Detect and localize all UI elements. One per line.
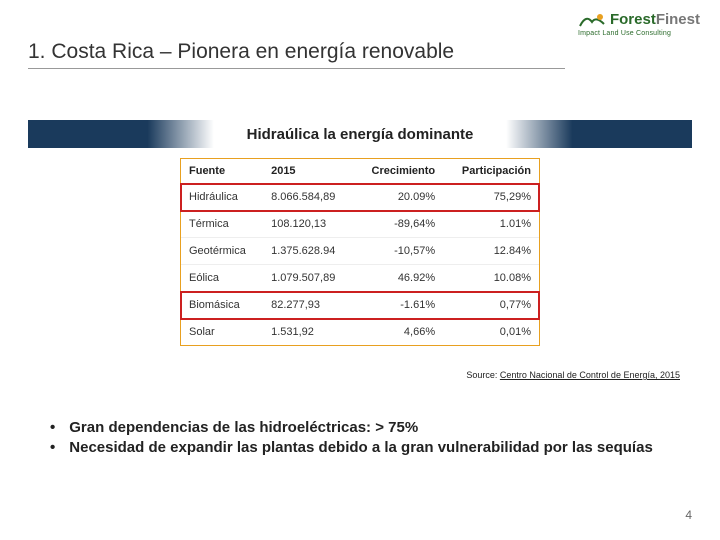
cell: 20.09% — [353, 184, 443, 211]
cell: 75,29% — [443, 184, 539, 211]
cell: 82.277,93 — [263, 292, 353, 319]
logo-icon — [578, 12, 606, 28]
cell: 8.066.584,89 — [263, 184, 353, 211]
logo-word-finest: Finest — [656, 11, 700, 28]
table-body: Hidráulica 8.066.584,89 20.09% 75,29% Té… — [181, 184, 539, 346]
table-header-row: Fuente 2015 Crecimiento Participación — [181, 159, 539, 184]
cell: Geotérmica — [181, 238, 263, 265]
energy-table: Fuente 2015 Crecimiento Participación Hi… — [181, 159, 539, 345]
cell: 12.84% — [443, 238, 539, 265]
cell: -1.61% — [353, 292, 443, 319]
brand-logo: ForestFinest Impact Land Use Consulting — [578, 12, 700, 37]
cell: 10.08% — [443, 265, 539, 292]
cell: Eólica — [181, 265, 263, 292]
title-row: 1. Costa Rica – Pionera en energía renov… — [28, 40, 565, 69]
table-row: Geotérmica 1.375.628.94 -10,57% 12.84% — [181, 238, 539, 265]
cell: 1.375.628.94 — [263, 238, 353, 265]
cell: Hidráulica — [181, 184, 263, 211]
logo-wordmark: ForestFinest — [610, 12, 700, 28]
col-crecimiento: Crecimiento — [353, 159, 443, 184]
cell: 46.92% — [353, 265, 443, 292]
bullet-dot-icon: • — [50, 438, 55, 458]
bullet-item: • Necesidad de expandir las plantas debi… — [50, 438, 680, 458]
bullet-item: • Gran dependencias de las hidroeléctric… — [50, 418, 680, 438]
section-banner: Hidraúlica la energía dominante — [28, 120, 692, 148]
col-participacion: Participación — [443, 159, 539, 184]
cell: Biomásica — [181, 292, 263, 319]
cell: -89,64% — [353, 211, 443, 238]
source-citation: Source: Centro Nacional de Control de En… — [466, 370, 680, 382]
table-row: Térmica 108.120,13 -89,64% 1.01% — [181, 211, 539, 238]
bullet-text: Necesidad de expandir las plantas debido… — [69, 438, 653, 458]
cell: Térmica — [181, 211, 263, 238]
cell: 0,77% — [443, 292, 539, 319]
logo-top-row: ForestFinest — [578, 12, 700, 28]
slide-title: 1. Costa Rica – Pionera en energía renov… — [28, 40, 565, 64]
bullet-dot-icon: • — [50, 418, 55, 438]
table-row: Eólica 1.079.507,89 46.92% 10.08% — [181, 265, 539, 292]
cell: -10,57% — [353, 238, 443, 265]
bullet-list: • Gran dependencias de las hidroeléctric… — [50, 418, 680, 459]
banner-text: Hidraúlica la energía dominante — [247, 126, 474, 143]
source-prefix: Source: — [466, 370, 500, 380]
col-2015: 2015 — [263, 159, 353, 184]
logo-tagline: Impact Land Use Consulting — [578, 30, 700, 37]
cell: 0,01% — [443, 319, 539, 346]
source-link: Centro Nacional de Control de Energía, 2… — [500, 370, 680, 380]
cell: 108.120,13 — [263, 211, 353, 238]
logo-word-forest: Forest — [610, 11, 656, 28]
page-number: 4 — [685, 508, 692, 522]
col-fuente: Fuente — [181, 159, 263, 184]
cell: 4,66% — [353, 319, 443, 346]
table-row: Hidráulica 8.066.584,89 20.09% 75,29% — [181, 184, 539, 211]
energy-table-wrap: Fuente 2015 Crecimiento Participación Hi… — [180, 158, 540, 346]
bullet-text: Gran dependencias de las hidroeléctricas… — [69, 418, 418, 438]
table-row: Solar 1.531,92 4,66% 0,01% — [181, 319, 539, 346]
cell: 1.079.507,89 — [263, 265, 353, 292]
table-row: Biomásica 82.277,93 -1.61% 0,77% — [181, 292, 539, 319]
cell: 1.531,92 — [263, 319, 353, 346]
cell: Solar — [181, 319, 263, 346]
cell: 1.01% — [443, 211, 539, 238]
